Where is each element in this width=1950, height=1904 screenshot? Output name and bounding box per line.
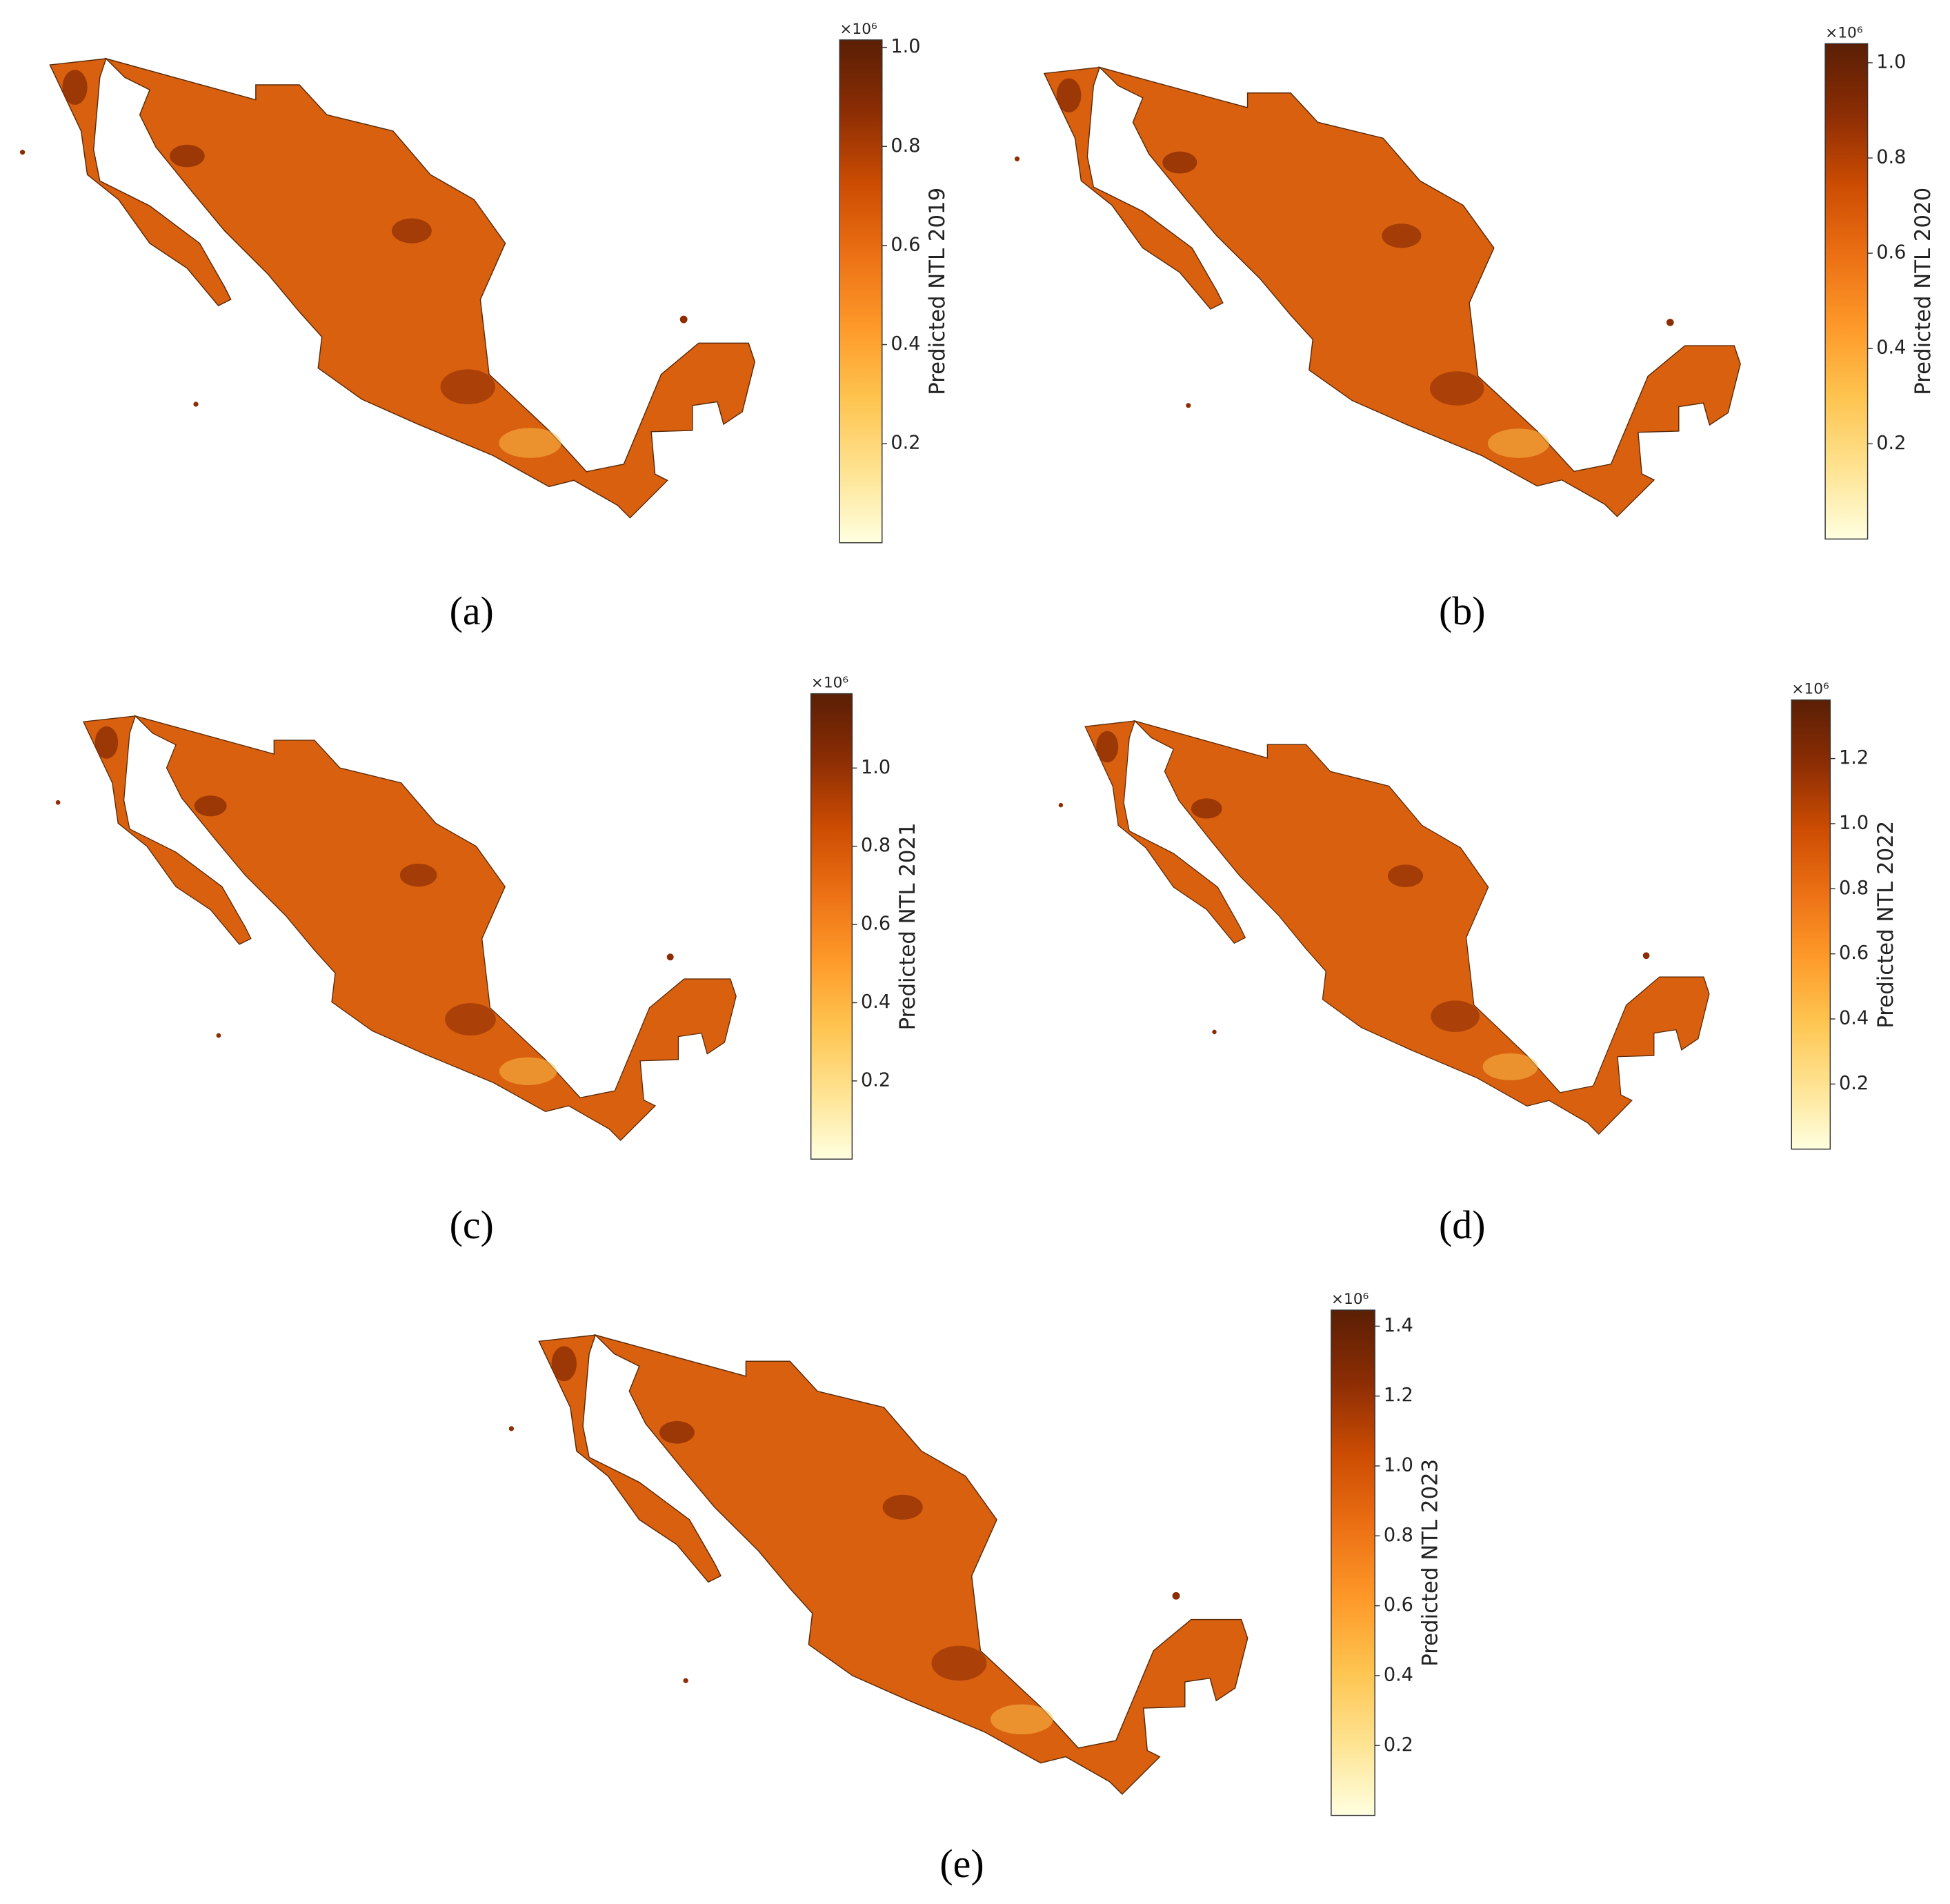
colorbar-label: Predicted NTL 2020	[1911, 188, 1936, 395]
tick-label: 0.6	[861, 913, 891, 935]
colorbar	[1791, 699, 1831, 1150]
colorbar-multiplier: ×10⁶	[1791, 681, 1829, 698]
tick-label: 0.4	[1839, 1008, 1869, 1029]
panel-caption: (e)	[939, 1841, 984, 1886]
colorbar-label: Predicted NTL 2019	[925, 188, 950, 395]
tick-label: 0.2	[1839, 1073, 1869, 1094]
tick-label: 1.0	[861, 757, 891, 778]
tick-label: 1.4	[1384, 1315, 1413, 1336]
tick-label: 0.4	[1876, 337, 1906, 359]
tick-label: 0.8	[1839, 877, 1869, 899]
map	[1057, 720, 1710, 1135]
panel-caption: (c)	[450, 1202, 494, 1247]
colorbar-label: Predicted NTL 2023	[1418, 1459, 1443, 1667]
tick-label: 1.0	[1876, 51, 1906, 72]
map	[1014, 66, 1742, 517]
tick-label: 1.0	[891, 36, 920, 57]
colorbar-multiplier: ×10⁶	[1331, 1291, 1369, 1308]
tick-label: 0.2	[861, 1069, 891, 1091]
tick-label: 0.4	[891, 333, 920, 355]
tick-label: 0.2	[1384, 1734, 1413, 1756]
map	[19, 58, 756, 519]
tick-label: 0.6	[1384, 1594, 1413, 1616]
colorbar-multiplier: ×10⁶	[839, 21, 877, 38]
tick-label: 0.6	[891, 234, 920, 255]
tick-label: 0.8	[891, 135, 920, 157]
tick-label: 0.8	[1384, 1525, 1413, 1546]
colorbar	[1824, 43, 1869, 540]
colorbar-label: Predicted NTL 2021	[895, 822, 920, 1030]
tick-label: 1.0	[1384, 1455, 1413, 1476]
tick-label: 0.6	[1876, 242, 1906, 264]
colorbar	[1331, 1309, 1375, 1816]
tick-label: 0.4	[1384, 1664, 1413, 1685]
panel-caption: (b)	[1439, 588, 1485, 633]
panel-caption: (d)	[1439, 1202, 1485, 1247]
map	[508, 1334, 1248, 1795]
colorbar-label: Predicted NTL 2022	[1873, 821, 1898, 1029]
tick-label: 0.4	[861, 991, 891, 1013]
tick-label: 1.2	[1384, 1385, 1413, 1406]
tick-label: 0.2	[891, 433, 920, 454]
colorbar-multiplier: ×10⁶	[1825, 24, 1862, 41]
tick-label: 1.2	[1839, 747, 1869, 768]
tick-label: 0.6	[1839, 942, 1869, 964]
colorbar	[839, 39, 883, 544]
tick-label: 1.0	[1839, 812, 1869, 833]
colorbar	[810, 693, 853, 1160]
tick-label: 0.8	[861, 835, 891, 856]
panel-caption: (a)	[450, 588, 494, 633]
tick-label: 0.2	[1876, 433, 1906, 454]
colorbar-multiplier: ×10⁶	[811, 675, 848, 692]
tick-label: 0.8	[1876, 147, 1906, 168]
map	[54, 715, 737, 1141]
